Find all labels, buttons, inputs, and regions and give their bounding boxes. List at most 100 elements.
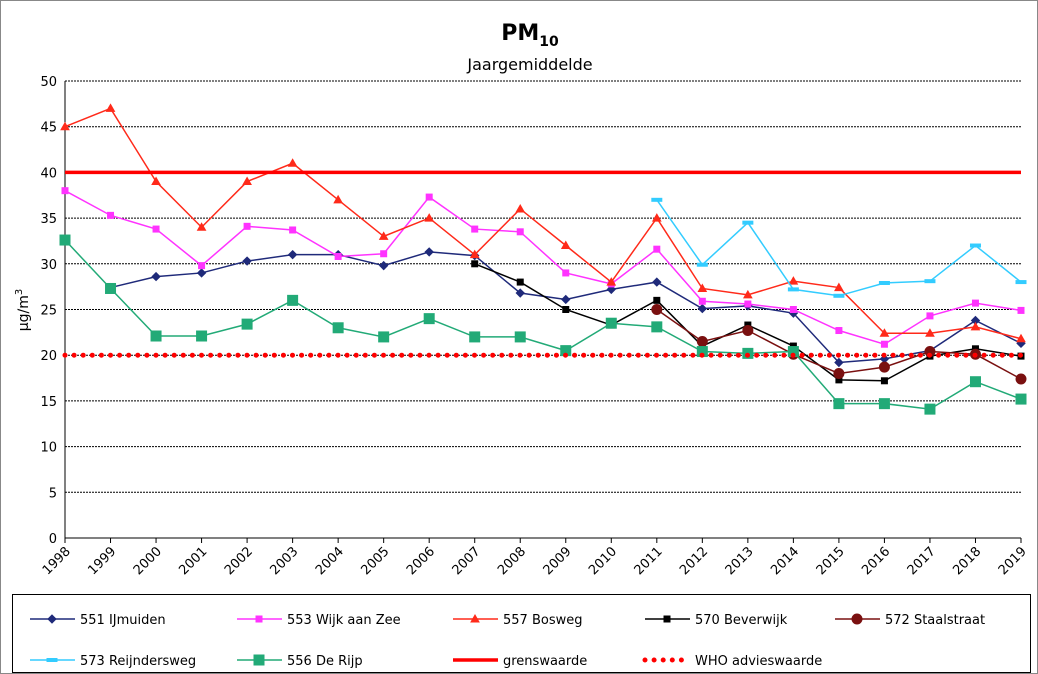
data-point [334, 252, 342, 260]
data-point [744, 300, 752, 308]
data-point [742, 325, 754, 337]
legend-label: WHO advieswaarde [695, 654, 822, 669]
data-point [562, 269, 570, 277]
data-point [516, 278, 524, 286]
data-point [105, 282, 117, 294]
y-tick-label: 30 [40, 258, 57, 273]
data-point [378, 260, 389, 271]
data-point [833, 293, 845, 298]
data-point [196, 222, 207, 231]
data-point [515, 203, 526, 213]
legend-label: grenswaarde [503, 654, 587, 669]
data-point [1015, 373, 1027, 385]
data-point [788, 276, 799, 285]
y-tick-label: 0 [49, 532, 57, 547]
legend-label: 557 Bosweg [503, 613, 582, 628]
data-point [378, 331, 390, 343]
data-point [60, 121, 70, 131]
series-line [64, 190, 1022, 346]
data-point [926, 312, 934, 320]
legend-label: 553 Wijk aan Zee [287, 613, 401, 628]
legend-label: 573 Reijndersweg [80, 654, 196, 669]
legend-marker [255, 615, 263, 623]
data-point [970, 321, 981, 331]
chart-title: PM10 [501, 21, 559, 50]
data-point [651, 213, 662, 222]
legend-marker [470, 613, 480, 623]
data-point [878, 280, 890, 285]
data-point [242, 256, 252, 266]
data-point [332, 322, 344, 334]
data-point [742, 289, 753, 299]
data-point [652, 277, 662, 287]
data-point [606, 277, 617, 286]
series-line [64, 239, 1022, 410]
data-point [424, 213, 435, 222]
data-point [696, 262, 708, 267]
data-point [834, 357, 844, 368]
data-point [697, 303, 708, 314]
legend-marker [46, 658, 58, 662]
data-point [152, 225, 160, 233]
y-tick-label: 10 [40, 441, 57, 456]
data-point [879, 328, 890, 337]
data-point [107, 211, 115, 219]
data-point [698, 297, 706, 305]
legend-label: 572 Staalstraat [885, 613, 985, 628]
y-tick-label: 35 [40, 212, 57, 227]
data-point [653, 296, 661, 304]
data-point [469, 331, 481, 343]
data-point [242, 176, 252, 186]
data-point [424, 247, 434, 257]
legend-box [12, 594, 1031, 673]
data-point [562, 306, 570, 313]
data-point [150, 330, 162, 342]
data-point [287, 294, 299, 306]
data-point [1016, 333, 1026, 343]
y-tick-label: 40 [40, 166, 57, 181]
data-point [287, 249, 298, 260]
data-point [651, 321, 663, 333]
data-point [742, 220, 754, 225]
data-point [241, 318, 253, 330]
series-line [64, 107, 1022, 340]
legend-marker [663, 615, 671, 623]
data-point [880, 377, 888, 385]
data-point [969, 243, 981, 248]
legend-label: 551 IJmuiden [80, 613, 166, 628]
data-point [880, 340, 888, 348]
data-point [834, 282, 844, 292]
y-axis-label: µg/m3 [14, 289, 32, 332]
data-point [697, 283, 708, 292]
data-point [696, 335, 708, 347]
data-point [471, 225, 479, 233]
data-point [560, 240, 571, 250]
y-tick-label: 20 [40, 349, 57, 364]
data-point [835, 327, 843, 335]
data-point [514, 331, 526, 343]
data-point [561, 294, 571, 305]
data-point [971, 299, 979, 307]
y-tick-label: 15 [40, 395, 57, 410]
data-point [425, 193, 433, 201]
y-label-main: µg/m [16, 295, 32, 331]
y-label-superscript: 3 [14, 289, 25, 295]
data-point [651, 197, 663, 202]
data-point [833, 398, 845, 410]
chart-subtitle: Jaargemiddelde [466, 55, 592, 74]
data-point [787, 287, 799, 292]
data-point [333, 194, 344, 204]
data-point [605, 317, 617, 329]
data-point [198, 262, 206, 270]
y-tick-label: 45 [40, 121, 57, 136]
data-point [878, 398, 890, 410]
y-tick-label: 25 [40, 304, 57, 319]
data-point [151, 271, 161, 282]
data-point [423, 313, 435, 325]
data-point [380, 250, 388, 258]
data-point [469, 249, 480, 259]
data-point [878, 361, 890, 373]
data-point [471, 260, 479, 268]
legend-label: 570 Beverwijk [695, 613, 788, 628]
title-subscript: 10 [539, 34, 559, 50]
